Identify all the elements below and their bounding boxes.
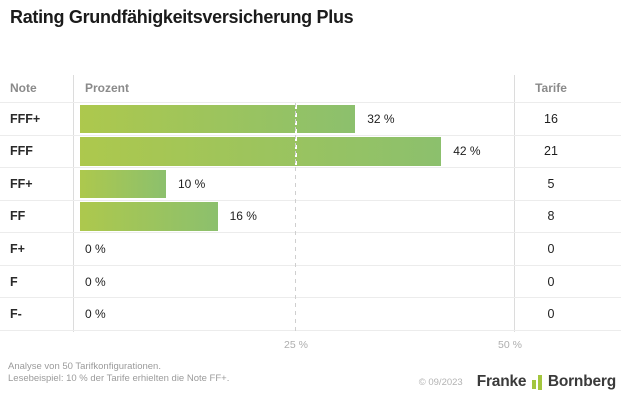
note-label: FFF+ [10, 111, 41, 126]
tarife-value: 0 [547, 307, 555, 322]
column-divider-tarife [514, 75, 515, 332]
table-header-row: Note Prozent Tarife [0, 75, 621, 103]
footer-right: © 09/2023 Franke Bornberg [419, 373, 616, 391]
note-label: F [10, 274, 18, 289]
percent-value: 0 % [85, 274, 106, 289]
percent-value: 0 % [85, 241, 106, 256]
brand-name-right: Bornberg [547, 373, 616, 390]
note-label: F+ [10, 241, 25, 256]
note-label: FF+ [10, 176, 33, 191]
note-label: F- [10, 307, 22, 322]
rating-table: Note Prozent Tarife FFF+ 32 % 16 FFF 42 … [0, 75, 621, 332]
note-label: FFF [10, 144, 33, 159]
table-row: F 0 % 0 [0, 266, 621, 299]
table-row: F- 0 % 0 [0, 298, 621, 331]
x-axis-tick-25: 25 % [284, 339, 308, 351]
tarife-value: 16 [544, 111, 558, 126]
gridline-25-on-bar [295, 137, 297, 166]
page-title: Rating Grundfähigkeitsversicherung Plus [10, 7, 354, 27]
table-row: FFF+ 32 % 16 [0, 103, 621, 136]
note-label: FF [10, 209, 26, 224]
tarife-value: 8 [547, 209, 555, 224]
column-header-note: Note [10, 81, 37, 95]
table-row: FFF 42 % 21 [0, 136, 621, 169]
copyright-label: © 09/2023 [418, 376, 463, 388]
brand-name-left: Franke [476, 373, 527, 390]
column-divider-note [73, 75, 74, 332]
percent-value: 0 % [85, 307, 106, 322]
percent-value: 32 % [367, 111, 395, 126]
table-row: FF+ 10 % 5 [0, 168, 621, 201]
percent-value: 16 % [229, 209, 257, 224]
gridline-25-on-bar [295, 104, 297, 134]
percent-value: 42 % [453, 144, 481, 159]
tarife-value: 0 [547, 241, 555, 256]
tarife-value: 0 [547, 274, 555, 289]
column-header-tarife: Tarife [535, 81, 567, 95]
percent-bar [80, 104, 356, 134]
tarife-value: 21 [544, 144, 558, 159]
table-row: FF 16 % 8 [0, 201, 621, 234]
x-axis-tick-50: 50 % [498, 339, 522, 351]
footnote-line-2: Lesebeispiel: 10 % der Tarife erhielten … [8, 373, 230, 384]
percent-bar [80, 137, 442, 166]
percent-bar [80, 202, 218, 231]
footnote-line-1: Analyse von 50 Tarifkonfigurationen. [8, 361, 161, 372]
tarife-value: 5 [547, 176, 555, 191]
percent-bar [80, 169, 166, 199]
column-header-prozent: Prozent [85, 81, 130, 95]
footnote: Analyse von 50 Tarifkonfigurationen. Les… [8, 361, 229, 385]
percent-value: 10 % [178, 176, 206, 191]
table-row: F+ 0 % 0 [0, 233, 621, 266]
double-bars-icon [532, 374, 542, 390]
brand-logo: Franke Bornberg [477, 373, 616, 391]
